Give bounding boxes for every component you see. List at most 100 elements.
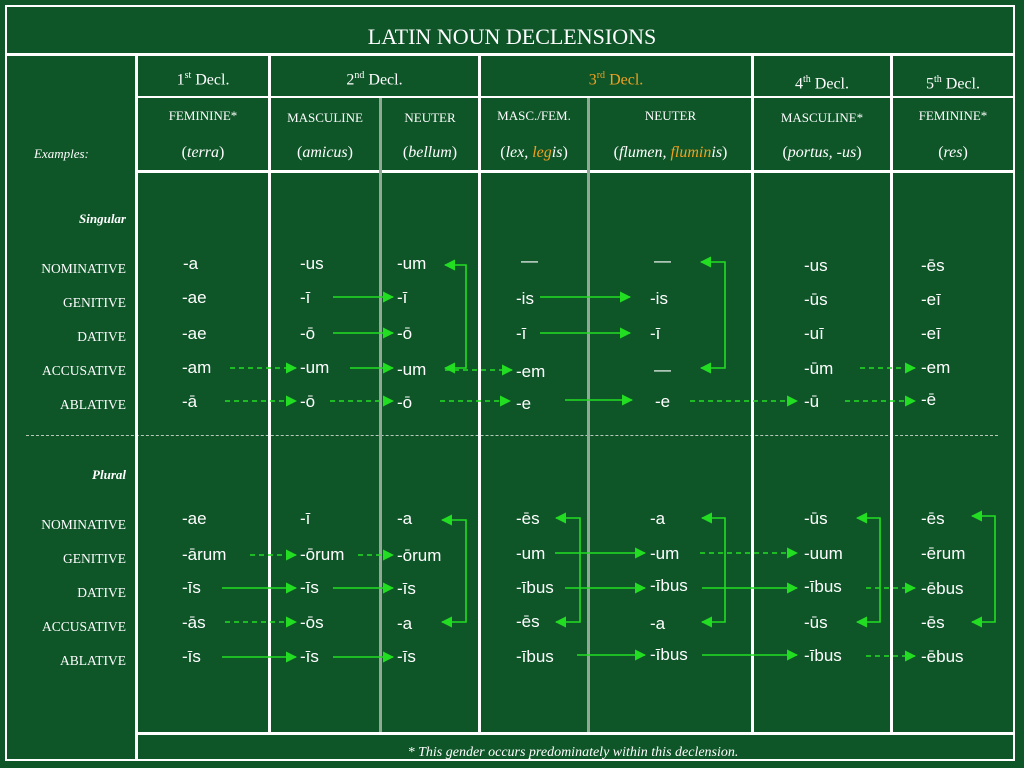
decl-2-num: 2: [346, 71, 355, 89]
decl-4-sup: th: [803, 74, 811, 85]
pl-d3n-acc: -a: [650, 614, 666, 633]
pl-d1-gen: -ārum: [182, 545, 227, 564]
sg-d3n-acc: —: [654, 360, 671, 379]
example-bellum: (bellum): [402, 144, 458, 161]
pl-d3mf-nom: -ēs: [516, 509, 540, 528]
pl-d1-nom: -ae: [182, 509, 207, 528]
sg-d1-nom: -a: [183, 254, 199, 273]
sg-d3mf-dat: -ī: [516, 324, 527, 343]
gender-2-neuter: NEUTER: [404, 110, 456, 125]
example-res-word: res: [943, 144, 963, 161]
page-title: LATIN NOUN DECLENSIONS: [367, 24, 657, 49]
arrow-sg-d3n-nom-acc: [699, 256, 726, 374]
case-ablative-plural: ABLATIVE: [60, 653, 126, 668]
section-divider: [26, 435, 998, 436]
sg-d1-gen: -ae: [182, 288, 207, 307]
example-lex-legis: (lex, legis): [500, 144, 568, 161]
example-fluminis-ending: is: [711, 144, 723, 161]
arrow-sg-d2n-nom-acc: [443, 259, 467, 374]
sg-d3n-nom: —: [654, 251, 671, 270]
pl-d3mf-dat: -ībus: [516, 578, 554, 597]
decl-3-sup: rd: [596, 70, 606, 81]
example-flumen: flumen,: [618, 144, 671, 161]
sg-d5-nom: -ēs: [921, 256, 945, 275]
case-genitive-plural: GENITIVE: [63, 551, 126, 566]
case-accusative-plural: ACCUSATIVE: [41, 619, 126, 634]
sg-d5-abl: -ē: [921, 390, 937, 409]
pl-d3n-dat: -ībus: [650, 576, 688, 595]
example-fluminis-stem: flumin: [670, 144, 712, 161]
sg-d2m-nom: -us: [300, 254, 324, 273]
col-rule-3: [478, 55, 481, 732]
pl-d1-abl: -īs: [182, 647, 201, 666]
example-legis-ending: is: [551, 144, 563, 161]
sg-d2n-gen: -ī: [397, 288, 408, 307]
example-terra: (terra): [181, 144, 225, 161]
decl-5-header: 5th Decl.: [893, 74, 1013, 93]
pl-d5-acc: -ēs: [921, 613, 945, 632]
decl-5-label: Decl.: [945, 75, 980, 93]
pl-d2n-abl: -īs: [397, 647, 416, 666]
pl-d3mf-abl: -ībus: [516, 647, 554, 666]
col-rule-6: [890, 55, 893, 732]
sg-d3n-gen: -is: [650, 289, 668, 308]
example-res: (res): [938, 144, 968, 161]
example-bellum-word: bellum: [408, 144, 452, 161]
example-terra-word: terra: [187, 144, 219, 161]
section-plural: Plural: [92, 467, 126, 482]
sg-d3n-dat: -ī: [650, 324, 661, 343]
footnote: * This gender occurs predominately withi…: [407, 745, 739, 760]
pl-d5-dat: -ēbus: [921, 579, 964, 598]
example-portus-word: portus, -us: [787, 144, 857, 161]
gender-5-feminine: FEMININE*: [918, 108, 988, 123]
pl-d2n-dat: -īs: [397, 579, 416, 598]
sg-d4-dat: -uī: [804, 324, 824, 343]
decl-2-sup: nd: [354, 70, 365, 81]
decl-1-label: Decl.: [195, 71, 230, 89]
sg-d1-abl: -ā: [182, 392, 198, 411]
sg-d3mf-abl: -e: [516, 394, 532, 413]
decl-1-sup: st: [184, 70, 192, 81]
decl-4-num: 4: [795, 75, 803, 93]
gender-2-masculine: MASCULINE: [287, 110, 363, 125]
sg-d3n-abl: -e: [655, 392, 671, 411]
pl-d5-nom: -ēs: [921, 509, 945, 528]
examples-rule: [137, 170, 1015, 173]
example-lex: lex,: [505, 144, 533, 161]
pl-d2m-abl: -īs: [300, 647, 319, 666]
arrow-pl-d5-nom-acc: [970, 510, 996, 628]
col-rule-1: [268, 55, 271, 732]
pl-d4-nom: -ūs: [804, 509, 828, 528]
pl-d3n-abl: -ībus: [650, 645, 688, 664]
sg-d2m-gen: -ī: [300, 288, 311, 307]
sg-d2n-nom: -um: [397, 254, 427, 273]
example-flumen-fluminis: (flumen, fluminis): [613, 144, 728, 161]
footer-rule: [137, 732, 1015, 735]
sg-d4-gen: -ūs: [804, 290, 828, 309]
gender-1-feminine: FEMININE*: [168, 108, 238, 123]
pl-d4-abl: -ībus: [804, 646, 842, 665]
pl-d2n-acc: -a: [397, 614, 413, 633]
arrow-pl-d4-nom-acc: [855, 512, 881, 628]
pl-d4-acc: -ūs: [804, 613, 828, 632]
case-accusative-singular: ACCUSATIVE: [41, 363, 126, 378]
decl-4-header: 4th Decl.: [754, 74, 890, 93]
case-nominative-plural: NOMINATIVE: [41, 517, 126, 532]
col-rule-2: [379, 98, 382, 732]
pl-d4-gen: -uum: [804, 544, 843, 563]
decl-2-label: Decl.: [368, 71, 403, 89]
decl-3-header: 3rd Decl.: [481, 70, 751, 89]
arrow-pl-d3n-nom-acc: [700, 512, 726, 628]
header-rule: [137, 96, 1015, 98]
label-column-rule: [135, 55, 138, 761]
decl-4-label: Decl.: [814, 75, 849, 93]
pl-d5-gen: -ērum: [921, 544, 966, 563]
col-rule-5: [751, 55, 754, 732]
sg-d5-gen: -eī: [921, 290, 941, 309]
sg-d3mf-gen: -is: [516, 289, 534, 308]
example-amicus-word: amicus: [302, 144, 348, 161]
case-genitive-singular: GENITIVE: [63, 295, 126, 310]
sg-d2n-abl: -ō: [397, 393, 413, 412]
pl-d2m-acc: -ōs: [300, 613, 324, 632]
